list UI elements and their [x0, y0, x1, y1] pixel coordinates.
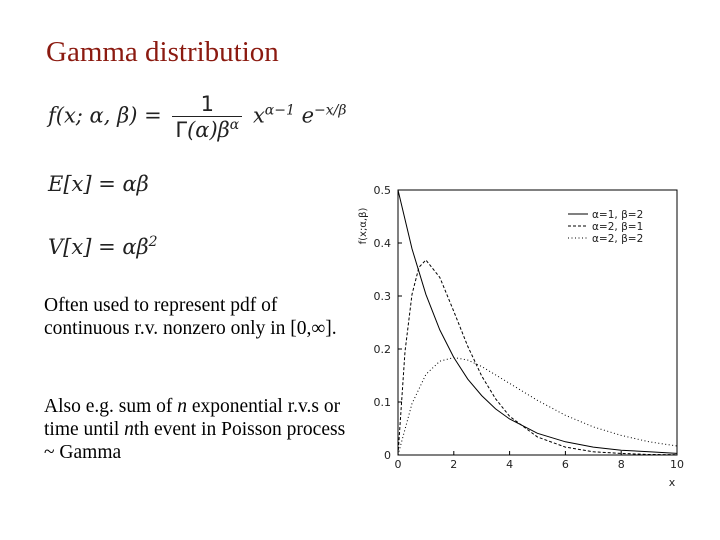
y-tick-label: 0.2: [374, 343, 392, 356]
plot-frame: [397, 189, 678, 456]
x-tick-label: 10: [670, 458, 684, 471]
y-tick-label: 0.4: [374, 237, 392, 250]
mean-formula: E[x] = αβ: [48, 172, 149, 196]
legend-label-2: α=2, β=1: [592, 221, 643, 233]
y-tick-label: 0: [384, 449, 391, 462]
y-tick-label: 0.1: [374, 396, 392, 409]
y-axis-label: f(x;α,β): [358, 208, 369, 245]
legend-label-3: α=2, β=2: [592, 233, 643, 245]
x-tick-label: 8: [618, 458, 625, 471]
series-line-2: [397, 259, 678, 456]
pdf-support-text: Often used to represent pdf of continuou…: [44, 295, 337, 339]
x-tick-label: 4: [506, 458, 513, 471]
x-axis-label: x: [669, 476, 676, 489]
sum-exponential-text: Also e.g. sum of n exponential r.v.s or …: [44, 396, 346, 463]
sum-exponential-paragraph: Also e.g. sum of n exponential r.v.s or …: [44, 395, 354, 464]
series-line-1: [397, 189, 678, 454]
slide-title: Gamma distribution: [46, 36, 279, 68]
description-paragraph: Often used to represent pdf of continuou…: [44, 294, 354, 340]
gamma-pdf-chart: 0 2 4 6 8 10 0 0.1 0.2 0.3 0.4 0.5 α=1, β=2α=2, β=1…: [358, 184, 684, 489]
legend-label-1: α=1, β=2: [592, 209, 643, 221]
series-line-3: [397, 356, 678, 456]
variance-formula: V[x] = αβ2: [48, 234, 158, 259]
y-tick-label: 0.3: [374, 290, 392, 303]
x-tick-label: 6: [562, 458, 569, 471]
y-tick-label: 0.5: [374, 184, 392, 197]
gamma-pdf-formula: f(x; α, β) = 1 Γ(α)βα xα−1 e−x/β: [48, 92, 347, 142]
x-tick-label: 0: [395, 458, 402, 471]
x-tick-label: 2: [450, 458, 457, 471]
